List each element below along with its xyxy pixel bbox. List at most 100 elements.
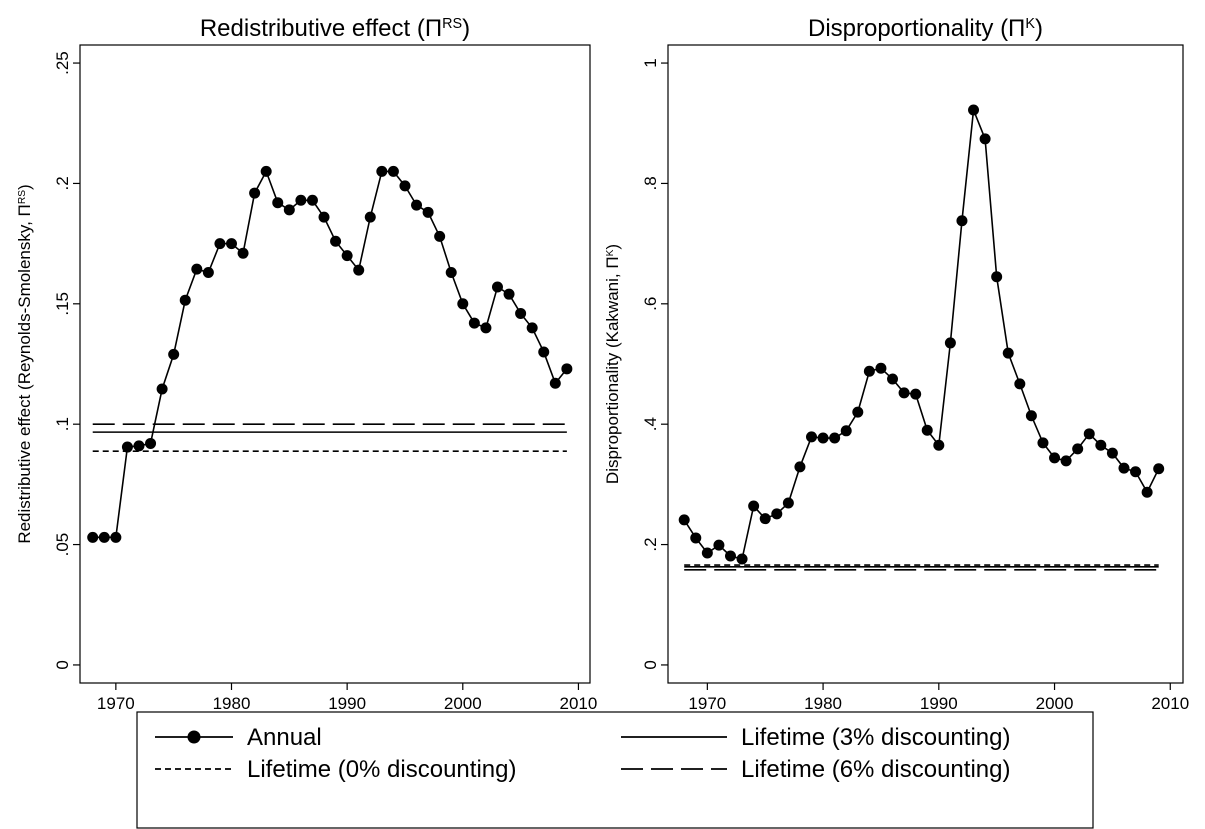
point-marker <box>353 264 365 276</box>
point-marker <box>156 383 168 395</box>
point-marker <box>295 194 307 206</box>
point-marker <box>1153 463 1165 475</box>
point-marker <box>736 553 748 565</box>
point-marker <box>422 206 434 218</box>
chart-title-part: Disproportionality (Π <box>808 15 1025 42</box>
point-marker <box>318 211 330 223</box>
point-marker <box>179 294 191 306</box>
legend-label: Lifetime (0% discounting) <box>247 756 516 783</box>
point-marker <box>98 531 110 543</box>
point-marker <box>806 431 818 443</box>
y-tick-label: .2 <box>53 176 72 190</box>
point-marker <box>1072 443 1084 455</box>
x-tick-label: 1970 <box>97 694 135 713</box>
point-marker <box>191 263 203 275</box>
point-marker <box>503 288 515 300</box>
x-tick-label: 1990 <box>920 694 958 713</box>
point-marker <box>759 513 771 525</box>
legend-box <box>136 711 1094 829</box>
point-marker <box>933 439 945 451</box>
y-tick-label: .25 <box>53 51 72 75</box>
point-marker <box>701 547 713 559</box>
legend-label: Lifetime (3% discounting) <box>741 724 1010 751</box>
point-marker <box>1141 486 1153 498</box>
point-marker <box>272 197 284 209</box>
point-marker <box>87 531 99 543</box>
point-marker <box>956 215 968 227</box>
chart-title-part: Redistributive effect (Π <box>200 15 442 42</box>
chart-title-part: K <box>1025 16 1035 32</box>
point-marker <box>364 211 376 223</box>
point-marker <box>110 531 122 543</box>
x-tick-label: 1980 <box>213 694 251 713</box>
point-marker <box>145 437 157 449</box>
point-marker <box>782 497 794 509</box>
y-axis-label-part: Redistributive effect (Reynolds-Smolensk… <box>15 204 34 544</box>
point-marker <box>168 348 180 360</box>
point-marker <box>434 230 446 242</box>
point-marker <box>1130 466 1142 478</box>
point-marker <box>1106 447 1118 459</box>
point-marker <box>840 425 852 437</box>
series-line <box>683 109 1160 560</box>
point-marker <box>968 104 980 116</box>
point-marker <box>898 387 910 399</box>
y-axis-label-part: ) <box>603 244 622 250</box>
point-marker <box>1095 439 1107 451</box>
series-line <box>92 169 568 539</box>
point-marker <box>133 440 145 452</box>
point-marker <box>1037 437 1049 449</box>
point-marker <box>991 271 1003 283</box>
point-marker <box>713 539 725 551</box>
point-marker <box>561 363 573 375</box>
point-marker <box>863 365 875 377</box>
point-marker <box>678 514 690 526</box>
y-axis-label-part: RS <box>17 190 28 204</box>
point-marker <box>260 165 272 177</box>
point-marker <box>724 550 736 562</box>
point-marker <box>852 406 864 418</box>
point-marker <box>538 346 550 358</box>
chart-title: Redistributive effect (ΠRS) <box>200 15 470 42</box>
x-tick-label: 1970 <box>688 694 726 713</box>
point-marker <box>341 250 353 262</box>
x-tick-label: 2000 <box>444 694 482 713</box>
point-marker <box>249 187 261 199</box>
point-marker <box>202 267 214 279</box>
point-marker <box>1083 428 1095 440</box>
point-marker <box>376 165 388 177</box>
point-marker <box>445 267 457 279</box>
x-tick-label: 2000 <box>1036 694 1074 713</box>
x-tick-label: 2010 <box>1151 694 1189 713</box>
chart-title-part: ) <box>462 15 470 42</box>
point-marker <box>399 180 411 192</box>
point-marker <box>330 235 342 247</box>
point-marker <box>480 322 492 334</box>
point-marker <box>549 377 561 389</box>
point-marker <box>690 532 702 544</box>
point-marker <box>1025 410 1037 422</box>
point-marker <box>1002 347 1014 359</box>
y-tick-label: .2 <box>641 537 660 551</box>
y-tick-label: .4 <box>641 417 660 431</box>
point-marker <box>1049 452 1061 464</box>
point-marker <box>491 281 503 293</box>
point-marker <box>237 247 249 259</box>
point-marker <box>225 238 237 250</box>
y-axis-label: Disproportionality (Kakwani, ΠK) <box>603 244 622 484</box>
point-marker <box>817 432 829 444</box>
point-marker <box>526 322 538 334</box>
y-tick-label: 0 <box>641 660 660 669</box>
point-marker <box>214 238 226 250</box>
plot-frame <box>79 44 591 684</box>
point-marker <box>771 508 783 520</box>
point-marker <box>748 500 760 512</box>
point-marker <box>887 373 899 385</box>
point-marker <box>1118 462 1130 474</box>
point-marker <box>457 298 469 310</box>
chart-title-part: RS <box>442 16 462 32</box>
point-marker <box>794 461 806 473</box>
chart-title-part: ) <box>1035 15 1043 42</box>
point-marker <box>921 424 933 436</box>
point-marker <box>1060 455 1072 467</box>
